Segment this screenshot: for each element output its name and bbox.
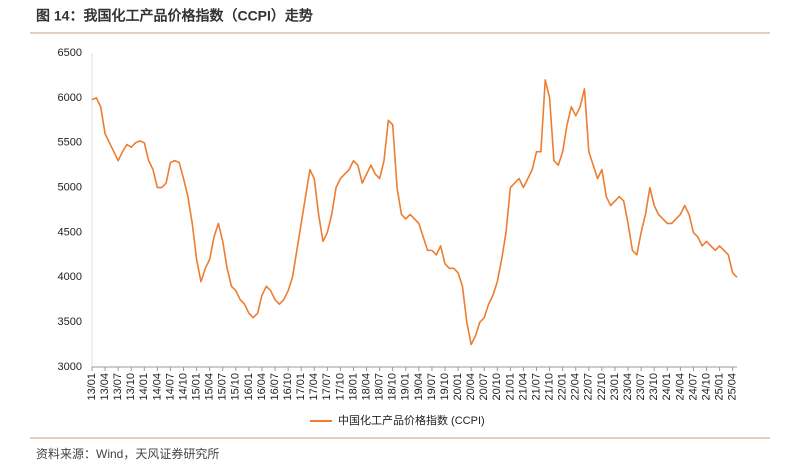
x-tick-label: 21/01 bbox=[504, 373, 516, 401]
x-tick-label: 25/01 bbox=[713, 373, 725, 401]
x-tick-label: 21/04 bbox=[517, 373, 529, 401]
x-tick-label: 16/04 bbox=[256, 373, 268, 401]
x-tick-label: 23/07 bbox=[635, 373, 647, 401]
x-tick-label: 16/07 bbox=[269, 373, 281, 401]
x-tick-label: 24/04 bbox=[674, 373, 686, 401]
x-tick-label: 24/07 bbox=[687, 373, 699, 401]
x-tick-label: 14/04 bbox=[151, 373, 163, 401]
x-tick-label: 18/04 bbox=[360, 373, 372, 401]
x-tick-label: 19/07 bbox=[426, 373, 438, 401]
y-tick-label: 4000 bbox=[58, 271, 82, 283]
x-tick-label: 24/01 bbox=[661, 373, 673, 401]
x-tick-label: 24/10 bbox=[700, 373, 712, 401]
y-tick-label: 6000 bbox=[58, 92, 82, 104]
x-tick-label: 17/10 bbox=[334, 373, 346, 401]
x-tick-label: 17/07 bbox=[321, 373, 333, 401]
x-tick-label: 22/04 bbox=[570, 373, 582, 401]
x-tick-label: 22/01 bbox=[557, 373, 569, 401]
x-tick-label: 18/01 bbox=[347, 373, 359, 401]
x-tick-label: 13/10 bbox=[125, 373, 137, 401]
x-tick-label: 23/01 bbox=[609, 373, 621, 401]
x-tick-label: 23/04 bbox=[622, 373, 634, 401]
x-tick-label: 14/07 bbox=[164, 373, 176, 401]
x-tick-label: 18/10 bbox=[387, 373, 399, 401]
x-tick-label: 14/10 bbox=[177, 373, 189, 401]
y-tick-label: 3000 bbox=[58, 361, 82, 373]
x-tick-label: 15/01 bbox=[191, 373, 203, 401]
x-tick-label: 17/01 bbox=[295, 373, 307, 401]
x-tick-label: 23/10 bbox=[648, 373, 660, 401]
x-tick-label: 17/04 bbox=[308, 373, 320, 401]
y-tick-label: 4500 bbox=[58, 226, 82, 238]
x-tick-label: 20/01 bbox=[452, 373, 464, 401]
y-tick-label: 6500 bbox=[58, 47, 82, 59]
chart-title: 图 14：我国化工产品价格指数（CCPI）走势 bbox=[36, 8, 313, 24]
x-tick-label: 25/04 bbox=[727, 373, 739, 401]
x-tick-label: 13/04 bbox=[99, 373, 111, 401]
x-tick-label: 19/04 bbox=[413, 373, 425, 401]
x-tick-label: 20/10 bbox=[491, 373, 503, 401]
x-tick-label: 15/04 bbox=[204, 373, 216, 401]
x-tick-label: 14/01 bbox=[138, 373, 150, 401]
x-tick-label: 13/07 bbox=[112, 373, 124, 401]
x-tick-label: 22/10 bbox=[596, 373, 608, 401]
y-tick-label: 5000 bbox=[58, 181, 82, 193]
x-tick-label: 20/04 bbox=[465, 373, 477, 401]
x-tick-label: 19/10 bbox=[439, 373, 451, 401]
x-tick-label: 21/10 bbox=[544, 373, 556, 401]
source: 资料来源：Wind，天风证券研究所 bbox=[36, 446, 219, 461]
x-tick-label: 20/07 bbox=[478, 373, 490, 401]
line-series bbox=[91, 79, 738, 346]
x-tick-label: 16/10 bbox=[282, 373, 294, 401]
x-tick-label: 18/07 bbox=[374, 373, 386, 401]
x-tick-label: 15/10 bbox=[230, 373, 242, 401]
x-tick-label: 16/01 bbox=[243, 373, 255, 401]
legend-label: 中国化工产品价格指数 (CCPI) bbox=[338, 413, 485, 427]
x-tick-label: 13/01 bbox=[86, 373, 98, 401]
y-tick-label: 5500 bbox=[58, 137, 82, 149]
x-tick-label: 19/01 bbox=[400, 373, 412, 401]
x-tick-label: 15/07 bbox=[217, 373, 229, 401]
x-tick-label: 22/07 bbox=[583, 373, 595, 401]
x-tick-label: 21/07 bbox=[530, 373, 542, 401]
y-tick-label: 3500 bbox=[58, 316, 82, 328]
